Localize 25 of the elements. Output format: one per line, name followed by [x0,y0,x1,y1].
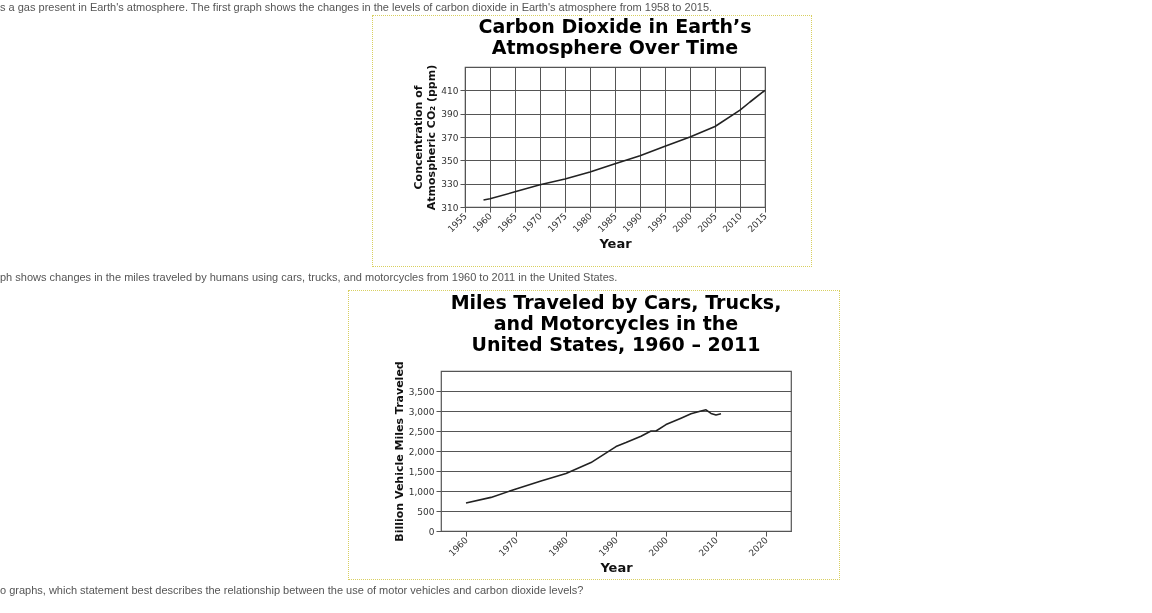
y-tick-label: 330 [440,179,459,190]
x-axis-title: Year [599,560,634,576]
chart-title: Carbon Dioxide in Earth’s Atmosphere Over Time [477,15,752,59]
y-tick-label: 390 [440,109,459,120]
y-axis-title: Concentration of Atmospheric CO₂ (ppm) [411,64,438,211]
text: o graphs, which statement best describes the relationship between the use of motor vehicles and carbon dioxide levels? [0,584,584,596]
y-tick-label: 3,500 [408,386,435,397]
y-axis-title: Billion Vehicle Miles Traveled [392,361,406,542]
line-series [465,409,722,504]
y-tick-label: 0 [428,526,435,537]
x-axis-title: Year [597,236,632,252]
y-tick-label: 1,000 [408,486,435,497]
y-tick-label: 350 [440,155,459,166]
y-tick-label: 410 [440,85,459,96]
chart-title: Miles Traveled by Cars, Trucks, and Motorcycles in the United States, 1960 – 2011 [450,290,782,355]
y-tick-label: 1,500 [408,466,435,477]
y-tick-label: 2,500 [408,426,435,437]
text: ph shows changes in the miles traveled by humans using cars, trucks, and motorcycles from 1960 to 2011 in the United States. [0,271,618,283]
y-tick-label: 370 [440,132,459,143]
y-tick-label: 500 [417,506,435,517]
y-tick-label: 3,000 [408,406,435,417]
y-tick-label: 2,000 [408,446,435,457]
line-series [482,89,766,201]
text: s a gas present in Earth's atmosphere. The first graph shows the changes in the levels of carbon dioxide in Earth's atmosphere from 1958 to 2015. [0,1,713,13]
y-tick-label: 310 [440,202,459,213]
